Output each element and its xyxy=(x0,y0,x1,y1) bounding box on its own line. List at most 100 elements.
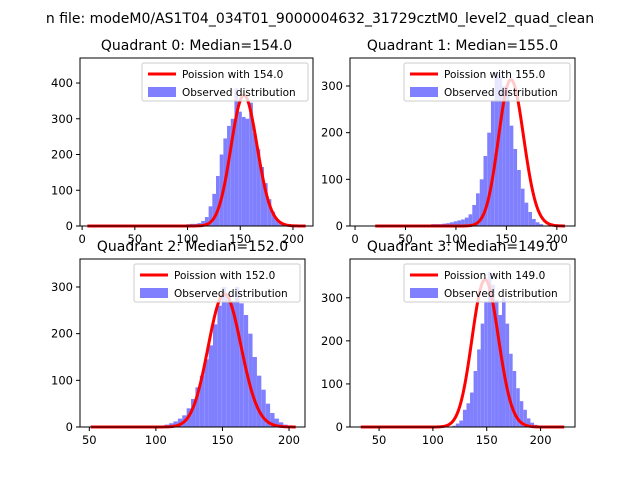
histogram-bar xyxy=(494,299,499,427)
histogram-bars xyxy=(155,287,293,427)
histogram-bar xyxy=(498,315,503,427)
legend-box xyxy=(141,62,309,102)
legend-patch-swatch xyxy=(140,288,168,298)
x-tick-label: 0 xyxy=(78,232,85,246)
y-tick-label: 100 xyxy=(51,373,73,387)
histogram-bar xyxy=(216,175,220,226)
y-tick-label: 0 xyxy=(336,219,343,233)
histogram-bar xyxy=(468,214,473,226)
histogram-bar xyxy=(528,212,533,226)
histogram-bar xyxy=(213,324,218,427)
chart-quadrant-0: Quadrant 0: Median=154.0 0 50 100 150 200 0 100… xyxy=(51,38,314,246)
histogram-bar xyxy=(267,199,272,226)
chart-title: Quadrant 1: Median=155.0 xyxy=(367,38,558,54)
legend-patch-swatch xyxy=(148,87,176,97)
histogram-bar xyxy=(452,425,456,427)
y-tick-label: 200 xyxy=(321,126,343,140)
histogram-bar xyxy=(234,287,240,427)
legend: Poission with 154.0 Observed distribution xyxy=(141,62,309,102)
histogram-bar xyxy=(239,303,244,427)
histogram-bar xyxy=(208,206,213,226)
histogram-bar xyxy=(252,133,257,226)
legend: Poission with 155.0 Observed distribution xyxy=(403,62,571,102)
histogram-bar xyxy=(490,100,495,226)
chart-title: Quadrant 2: Median=152.0 xyxy=(97,239,288,255)
y-tick-label: 0 xyxy=(336,420,343,434)
histogram-bar xyxy=(234,88,239,226)
histogram-bar xyxy=(249,102,253,226)
histogram-bar xyxy=(477,349,481,427)
histogram-bar xyxy=(230,301,235,427)
histogram-bar xyxy=(461,219,465,226)
histogram-bar xyxy=(509,353,513,427)
histogram-bar xyxy=(539,224,544,226)
axes-frame xyxy=(79,57,314,227)
histogram-bar xyxy=(204,217,209,226)
x-tick-label: 200 xyxy=(278,433,300,447)
histogram-bar xyxy=(256,375,262,427)
histogram-bar xyxy=(457,220,462,226)
x-tick-label: 200 xyxy=(282,232,304,246)
histogram-bar xyxy=(219,154,224,226)
histogram-bars xyxy=(171,88,290,226)
histogram-bar xyxy=(516,388,520,427)
histogram-bar xyxy=(459,420,463,427)
axes-frame xyxy=(79,258,306,428)
histogram-bar xyxy=(261,389,266,427)
x-tick-label: 150 xyxy=(476,433,498,447)
histogram-bar xyxy=(512,371,517,427)
y-tick-label: 100 xyxy=(321,377,343,391)
histogram-bar xyxy=(509,125,514,226)
histogram-bar xyxy=(479,179,484,226)
x-tick-label: 150 xyxy=(495,232,517,246)
y-tick-label: 400 xyxy=(51,76,73,90)
histogram-bar xyxy=(449,222,454,226)
x-tick-label: 50 xyxy=(398,232,413,246)
legend-box xyxy=(403,62,571,102)
histogram-bar xyxy=(473,371,478,427)
histogram-bar xyxy=(208,345,213,427)
y-tick-label: 0 xyxy=(66,219,73,233)
histogram-bar xyxy=(278,223,283,226)
legend-label: Poission with 152.0 xyxy=(174,270,275,282)
histogram-bar xyxy=(245,118,250,226)
histogram-bar xyxy=(464,217,469,226)
histogram-bar xyxy=(226,294,231,427)
histogram-bar xyxy=(480,323,485,427)
histogram-bar xyxy=(502,86,506,226)
histogram-bar xyxy=(524,202,529,226)
histogram-bar xyxy=(491,284,495,427)
histogram-bar xyxy=(265,403,271,427)
legend-box xyxy=(403,263,571,303)
histogram-bar xyxy=(278,422,284,427)
legend-label: Observed distribution xyxy=(444,87,558,99)
y-tick-label: 300 xyxy=(51,280,73,294)
legend-label: Poission with 154.0 xyxy=(182,69,283,81)
histogram-bar xyxy=(274,418,279,427)
histogram-bar xyxy=(238,111,242,226)
chart-quadrant-3: Quadrant 3: Median=149.0 50 100 150 200 0 100 2… xyxy=(321,239,576,447)
legend-patch-swatch xyxy=(410,87,438,97)
histogram-bar xyxy=(484,302,488,427)
legend-label: Observed distribution xyxy=(182,87,296,99)
histogram-bar xyxy=(505,323,510,427)
histogram-bar xyxy=(532,219,536,226)
figure-title: n file: modeM0/AS1T04_034T01_9000004632_… xyxy=(46,11,594,27)
x-tick-label: 100 xyxy=(422,433,444,447)
legend-label: Observed distribution xyxy=(174,288,288,300)
histogram-bar xyxy=(199,375,205,427)
axes-frame xyxy=(349,258,576,428)
histogram-bar xyxy=(204,359,209,427)
y-tick-label: 300 xyxy=(321,291,343,305)
y-tick-label: 200 xyxy=(51,327,73,341)
histogram-bar xyxy=(227,125,231,226)
legend-label: Poission with 149.0 xyxy=(444,270,545,282)
histogram-bar xyxy=(487,132,491,226)
histogram-bar xyxy=(466,403,471,427)
y-tick-label: 100 xyxy=(321,172,343,186)
histogram-bar xyxy=(212,193,216,226)
x-tick-label: 100 xyxy=(145,433,167,447)
histogram-bar xyxy=(530,422,534,427)
histogram-bar xyxy=(453,221,458,226)
